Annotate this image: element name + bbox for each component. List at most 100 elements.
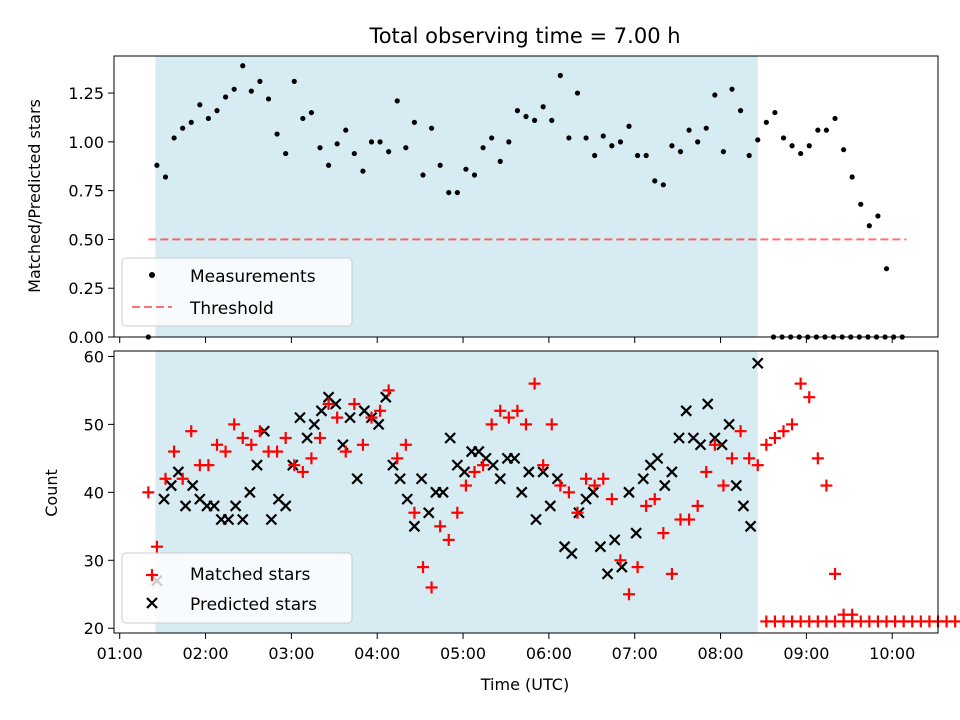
measurement-point	[806, 143, 812, 149]
bottom-x-ticks: 01:00 02:00 03:00 04:00 05:00 06:00 07:00 08:00…	[97, 633, 915, 663]
matched-star-point	[623, 588, 635, 601]
matched-star-point	[253, 425, 266, 438]
measurement-point	[463, 166, 469, 172]
matched-star-point	[228, 418, 241, 431]
predicted-star-point	[658, 479, 671, 492]
predicted-star-point	[723, 418, 735, 431]
matched-star-point	[468, 465, 481, 478]
measurement-point	[171, 135, 177, 141]
measurement-point	[394, 98, 400, 104]
predicted-star-point	[530, 513, 542, 526]
x-tick-label: 02:00	[183, 644, 229, 663]
predicted-star-point	[623, 486, 635, 499]
predicted-star-point	[487, 459, 499, 471]
top-y-tick-label: 0.25	[68, 279, 104, 298]
measurement-point	[368, 139, 375, 145]
matched-star-point	[485, 418, 498, 431]
predicted-star-point	[422, 506, 435, 519]
predicted-star-point	[344, 411, 356, 424]
measurement-point	[746, 152, 752, 159]
matched-star-point	[348, 398, 361, 411]
measurement-point	[523, 113, 529, 120]
bottom-panel: 20 30 40 50 60 01:00 02:00 03:00 04:00 05:00 06:0…	[42, 347, 960, 694]
chart-title: Total observing time = 7.00 h	[368, 24, 680, 48]
measurement-point	[420, 172, 426, 178]
measurement-point	[403, 145, 409, 151]
matched-star-point	[288, 459, 301, 472]
measurement-point	[257, 78, 263, 84]
measurement-point	[454, 189, 460, 196]
top-y-tick-label: 1.00	[68, 133, 104, 152]
matched-star-point	[605, 493, 618, 506]
measurement-point	[514, 108, 521, 114]
measurement-point	[660, 182, 666, 188]
legend-measurements-label: Measurements	[190, 267, 316, 287]
x-tick-label: 05:00	[440, 644, 486, 663]
predicted-star-point	[730, 479, 743, 492]
top-y-tick-label: 0.00	[68, 328, 104, 347]
top-y-tick-label: 1.25	[68, 84, 104, 103]
predicted-star-point	[265, 513, 278, 526]
legend-matched-label: Matched stars	[190, 565, 310, 585]
matched-star-point	[142, 486, 155, 499]
measurement-point	[446, 189, 452, 196]
measurement-point	[325, 162, 332, 168]
matched-star-point	[168, 445, 181, 458]
measurement-point	[411, 119, 418, 125]
x-tick-label: 07:00	[612, 644, 658, 663]
matched-star-point	[520, 418, 532, 431]
measurement-point	[600, 133, 606, 139]
top-y-tick-label: 0.75	[68, 182, 104, 201]
bottom-y-tick-label: 30	[84, 551, 104, 570]
measurement-point	[489, 135, 495, 141]
predicted-star-point	[694, 438, 707, 451]
measurement-points	[145, 63, 905, 340]
top-legend: Measurements Threshold	[121, 257, 353, 327]
matched-star-point	[219, 445, 232, 458]
matched-star-point	[425, 581, 438, 594]
matched-star-point	[537, 459, 550, 472]
matched-star-point	[794, 377, 807, 390]
matched-star-point	[185, 425, 198, 438]
matched-star-point	[451, 506, 464, 519]
predicted-star-point	[372, 418, 385, 431]
predicted-star-point	[444, 432, 456, 444]
measurement-point	[849, 174, 855, 180]
matched-star-point	[459, 479, 472, 492]
top-y-axis-label: Matched/Predicted stars	[25, 99, 44, 293]
matched-star-point	[751, 459, 764, 472]
x-tick-label: 01:00	[97, 644, 143, 663]
measurement-point	[549, 117, 555, 123]
measurement-point	[471, 172, 478, 178]
predicted-star-point	[279, 500, 292, 512]
measurement-point	[712, 92, 718, 98]
top-x-ticks	[119, 337, 893, 343]
bottom-y-tick-label: 40	[84, 483, 104, 502]
measurement-point	[240, 63, 246, 69]
x-tick-label: 08:00	[698, 644, 744, 663]
measurement-point	[437, 162, 443, 168]
matched-star-point	[734, 425, 747, 438]
predicted-star-points	[151, 357, 764, 587]
matched-star-point	[665, 567, 678, 580]
predicted-star-point	[616, 561, 628, 573]
measurement-point	[652, 178, 658, 184]
measurement-point	[883, 266, 890, 272]
matched-star-point	[545, 418, 558, 431]
matched-star-point	[528, 377, 541, 390]
matched-star-point	[580, 472, 593, 485]
predicted-star-point	[301, 432, 313, 444]
measurement-point	[557, 72, 563, 79]
matched-star-point	[683, 513, 696, 526]
x-tick-label: 03:00	[268, 644, 314, 663]
measurement-point	[540, 104, 546, 110]
measurement-point	[214, 108, 220, 114]
matched-star-point	[614, 554, 627, 567]
predicted-star-point	[737, 500, 750, 512]
measurement-point	[789, 143, 795, 149]
measurement-point	[386, 149, 392, 155]
predicted-star-point	[637, 472, 650, 485]
predicted-star-point	[594, 540, 607, 553]
legend-predicted-label: Predicted stars	[190, 595, 317, 615]
measurement-point	[858, 201, 864, 207]
